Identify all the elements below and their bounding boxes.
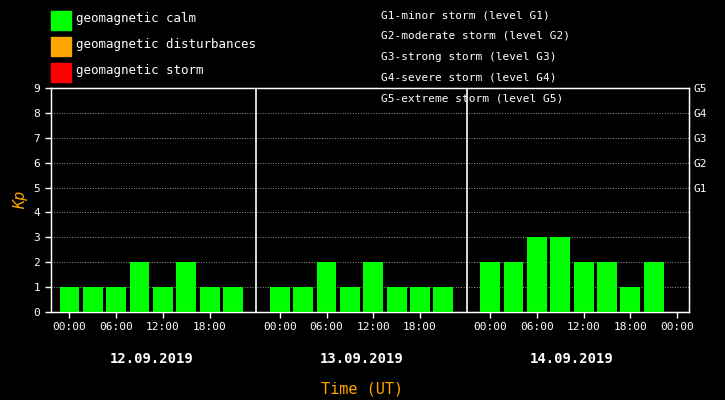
Bar: [293, 287, 313, 312]
Bar: [550, 237, 570, 312]
Bar: [480, 262, 500, 312]
Bar: [363, 262, 384, 312]
Bar: [270, 287, 290, 312]
Bar: [527, 237, 547, 312]
Bar: [434, 287, 453, 312]
Bar: [176, 262, 196, 312]
Bar: [386, 287, 407, 312]
Y-axis label: Kp: Kp: [13, 191, 28, 209]
Bar: [504, 262, 523, 312]
Text: geomagnetic calm: geomagnetic calm: [76, 12, 196, 25]
Bar: [223, 287, 243, 312]
Text: G2-moderate storm (level G2): G2-moderate storm (level G2): [381, 31, 570, 41]
Bar: [340, 287, 360, 312]
Text: geomagnetic storm: geomagnetic storm: [76, 64, 204, 77]
Text: geomagnetic disturbances: geomagnetic disturbances: [76, 38, 256, 51]
Text: 14.09.2019: 14.09.2019: [530, 352, 614, 366]
Text: 12.09.2019: 12.09.2019: [109, 352, 193, 366]
Bar: [410, 287, 430, 312]
Bar: [644, 262, 663, 312]
Text: Time (UT): Time (UT): [321, 381, 404, 396]
Bar: [83, 287, 103, 312]
Text: G3-strong storm (level G3): G3-strong storm (level G3): [381, 52, 556, 62]
Bar: [59, 287, 79, 312]
Text: G5-extreme storm (level G5): G5-extreme storm (level G5): [381, 93, 563, 103]
Text: G1-minor storm (level G1): G1-minor storm (level G1): [381, 10, 550, 20]
Bar: [621, 287, 640, 312]
Bar: [199, 287, 220, 312]
Bar: [573, 262, 594, 312]
Text: G4-severe storm (level G4): G4-severe storm (level G4): [381, 72, 556, 82]
Bar: [153, 287, 173, 312]
Bar: [130, 262, 149, 312]
Bar: [317, 262, 336, 312]
Bar: [597, 262, 617, 312]
Text: 13.09.2019: 13.09.2019: [320, 352, 403, 366]
Bar: [107, 287, 126, 312]
